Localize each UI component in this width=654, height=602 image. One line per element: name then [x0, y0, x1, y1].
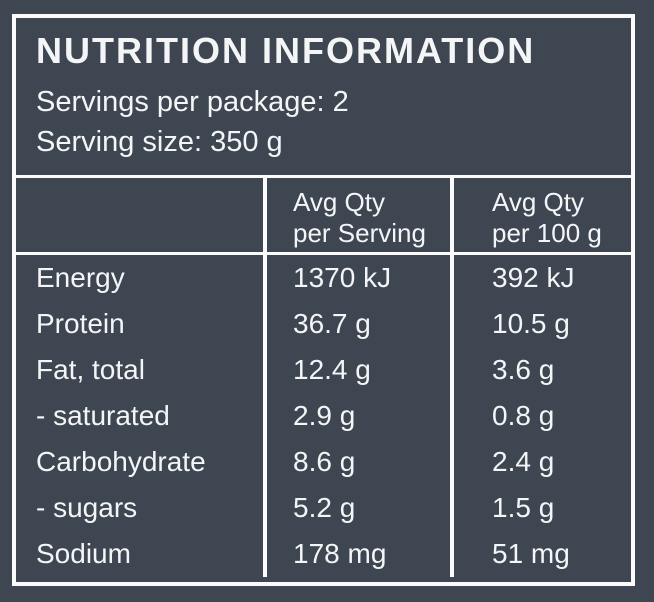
nutrient-per-100g-value: 10.5 g: [450, 301, 631, 347]
nutrition-table: Avg Qty per Serving Avg Qty per 100 g En…: [16, 175, 631, 582]
nutrient-per-100g-value: 51 mg: [450, 531, 631, 577]
nutrition-label: NUTRITION INFORMATION Servings per packa…: [12, 14, 635, 586]
nutrient-per-100g-value: 1.5 g: [450, 485, 631, 531]
column-header-per-100g: Avg Qty per 100 g: [450, 178, 631, 255]
column-header-per-serving: Avg Qty per Serving: [263, 178, 450, 255]
nutrient-name: Carbohydrate: [36, 446, 206, 477]
column-header-nutrient: [16, 178, 263, 255]
nutrient-per-serving-value: 1370 kJ: [263, 255, 450, 301]
nutrient-name: Fat, total: [36, 354, 145, 385]
serving-size: Serving size: 350 g: [36, 126, 283, 158]
nutrient-per-100g-value: 3.6 g: [450, 347, 631, 393]
label-header-section: NUTRITION INFORMATION Servings per packa…: [16, 18, 631, 175]
nutrient-name: Sodium: [36, 538, 131, 569]
nutrient-name: Energy: [36, 262, 125, 293]
servings-per-package: Servings per package: 2: [36, 86, 349, 118]
nutrient-per-100g-value: 2.4 g: [450, 439, 631, 485]
nutrient-per-serving-value: 12.4 g: [263, 347, 450, 393]
nutrient-per-serving-value: 178 mg: [263, 531, 450, 577]
nutrient-name: Protein: [36, 308, 125, 339]
nutrient-per-serving-value: 5.2 g: [263, 485, 450, 531]
nutrient-name: - saturated: [36, 400, 170, 431]
nutrient-per-100g-value: 0.8 g: [450, 393, 631, 439]
nutrient-per-100g-value: 392 kJ: [450, 255, 631, 301]
panel-title: NUTRITION INFORMATION: [36, 30, 536, 71]
nutrient-name: - sugars: [36, 492, 138, 523]
nutrient-per-serving-value: 36.7 g: [263, 301, 450, 347]
nutrient-per-serving-value: 2.9 g: [263, 393, 450, 439]
nutrient-per-serving-value: 8.6 g: [263, 439, 450, 485]
